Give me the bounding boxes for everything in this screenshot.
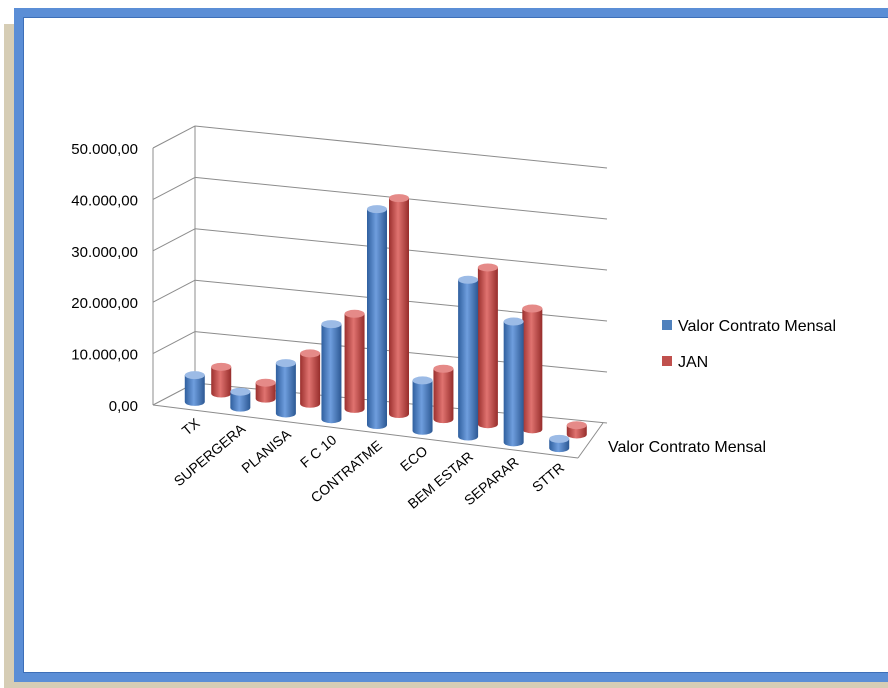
bar-top (477, 263, 498, 272)
bar-body (433, 368, 454, 424)
legend: Valor Contrato Mensal JAN (662, 318, 836, 371)
bar-body (211, 366, 232, 398)
side-gridline (152, 279, 196, 303)
bar-top (389, 194, 409, 203)
bar-body (522, 308, 543, 434)
bar-top (275, 359, 296, 368)
bar-jan-tx (211, 362, 232, 398)
bar-jan-sttr (566, 421, 587, 439)
bar-body (367, 209, 387, 429)
bar-jan-bem-estar (477, 263, 498, 429)
chart-frame (14, 8, 888, 682)
bar-top (255, 378, 276, 387)
bar-body (458, 279, 479, 441)
bar-body (300, 353, 321, 408)
bar-body (389, 198, 409, 418)
bar-valor-planisa (275, 359, 296, 418)
bar-body (344, 313, 365, 413)
y-tick-label: 20.000,00 (71, 295, 138, 312)
bar-body (230, 391, 251, 412)
bar-jan-separar (522, 304, 543, 434)
bar-valor-tx (184, 371, 205, 406)
bar-top (412, 376, 433, 385)
depth-axis-line (577, 422, 604, 459)
legend-swatch-jan (662, 356, 672, 366)
bar-jan-contratme (389, 194, 409, 418)
bar-valor-contratme (367, 205, 387, 429)
x-category-label: F C 10 (297, 431, 340, 470)
y-tick-label: 40.000,00 (71, 192, 138, 209)
bar-top (503, 317, 524, 326)
bar-body (503, 321, 524, 447)
bar-jan-supergera (255, 378, 276, 403)
bar-valor-eco (412, 376, 433, 435)
x-category-label: ECO (397, 443, 431, 475)
bar-top (433, 364, 454, 373)
bar-top (321, 320, 342, 329)
gridline (194, 125, 608, 169)
legend-swatch-valor (662, 320, 672, 330)
bar-top (549, 434, 570, 443)
bar-top (522, 304, 543, 313)
bar-top (184, 371, 205, 380)
y-tick-labels: 0,00 10.000,00 20.000,00 30.000,00 40.000,00… (71, 141, 138, 415)
x-category-label: STTR (529, 459, 567, 495)
side-gridline (152, 331, 196, 355)
side-gridline (152, 228, 196, 252)
bar-top (458, 275, 479, 284)
bar-jan-eco (433, 364, 454, 424)
bars (184, 194, 587, 453)
bar-body (321, 324, 342, 424)
legend-label-valor: Valor Contrato Mensal (678, 318, 836, 335)
bar-body (477, 267, 498, 429)
bar-top (300, 349, 321, 358)
bar-valor-separar (503, 317, 524, 447)
bar-valor-supergera (230, 387, 251, 412)
legend-label-jan: JAN (678, 354, 708, 371)
bar-top (344, 309, 365, 318)
bar-top (211, 362, 232, 371)
bar-jan-f-c-10 (344, 309, 365, 413)
y-tick-label: 50.000,00 (71, 141, 138, 158)
x-category-label: TX (179, 414, 203, 438)
chart-frame-inner (23, 17, 888, 673)
y-tick-label: 0,00 (109, 398, 138, 415)
depth-axis-label: Valor Contrato Mensal (608, 439, 766, 456)
y-tick-label: 30.000,00 (71, 244, 138, 261)
x-axis-line (152, 404, 579, 459)
bar-body (412, 380, 433, 435)
bar-body (275, 363, 296, 418)
side-gridline (152, 176, 196, 200)
bar-body (255, 382, 276, 403)
bar-valor-sttr (549, 434, 570, 453)
bar-valor-f-c-10 (321, 320, 342, 424)
bar-valor-bem-estar (458, 275, 479, 441)
bar-jan-planisa (300, 349, 321, 408)
side-gridline (152, 125, 196, 149)
bar-top (230, 387, 251, 396)
y-tick-label: 10.000,00 (71, 347, 138, 364)
bar-body (184, 375, 205, 406)
bar-top (367, 205, 387, 214)
bar-top (566, 421, 587, 430)
